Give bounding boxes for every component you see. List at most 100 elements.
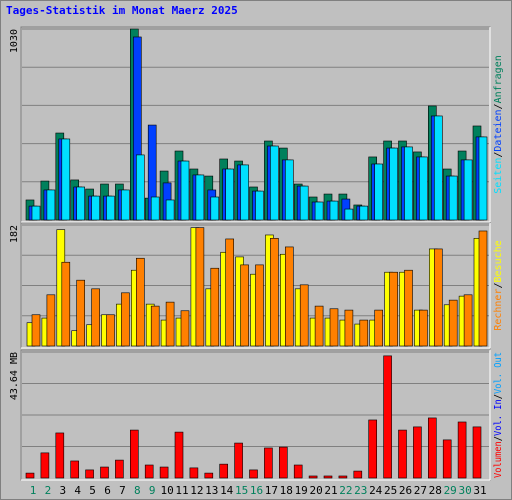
x-tick-label: 27 [414, 484, 427, 497]
bar [210, 267, 220, 347]
x-tick-label: 22 [339, 484, 352, 497]
bar [329, 200, 339, 221]
legend-entry: Dateien [493, 109, 504, 151]
bar [144, 464, 154, 479]
bar [136, 154, 145, 221]
x-tick-label: 21 [324, 484, 337, 497]
legend-entry: Seiten [493, 158, 504, 194]
bar [299, 284, 309, 347]
x-tick-label: 7 [119, 484, 126, 497]
bar [31, 205, 41, 221]
bar [70, 460, 79, 479]
bar [398, 429, 407, 479]
bar [76, 279, 85, 347]
x-tick-label: 12 [190, 484, 203, 497]
bar [308, 475, 318, 479]
x-tick-label: 18 [280, 484, 293, 497]
x-tick-label: 19 [295, 484, 308, 497]
bar [427, 417, 437, 479]
bar [284, 246, 294, 347]
bar [115, 459, 124, 479]
bar [40, 452, 50, 479]
bar [314, 201, 324, 221]
bar [225, 238, 234, 347]
y-tick-label: 1030 [9, 29, 20, 53]
bar [448, 299, 458, 347]
bar [293, 464, 303, 479]
bar [91, 195, 100, 221]
bar [404, 146, 413, 221]
x-tick-label: 13 [205, 484, 218, 497]
legend-separator: / [493, 103, 504, 109]
bar [61, 261, 71, 347]
bar [46, 189, 56, 221]
x-tick-label: 5 [89, 484, 96, 497]
bar [442, 439, 452, 479]
bar [478, 136, 488, 221]
bar [433, 248, 443, 347]
bar [150, 196, 160, 221]
bar [106, 314, 115, 347]
bar [165, 301, 175, 347]
bar [368, 419, 378, 479]
bar [210, 196, 220, 221]
x-tick-label: 3 [59, 484, 66, 497]
bar [106, 195, 115, 221]
legend-entry: Vol. In [493, 399, 504, 436]
bar [359, 319, 369, 347]
bar [278, 446, 288, 479]
x-tick-label: 20 [309, 484, 322, 497]
bar [419, 309, 428, 347]
x-tick-label: 9 [149, 484, 156, 497]
legend: Seiten/Dateien/Anfragen [493, 55, 504, 194]
bar [165, 199, 175, 221]
x-tick-label: 25 [384, 484, 397, 497]
bar [150, 305, 160, 347]
x-tick-label: 15 [235, 484, 248, 497]
bar [46, 294, 56, 347]
x-tick-label: 2 [45, 484, 52, 497]
legend-entry: Anfragen [493, 55, 504, 103]
bar [383, 355, 392, 479]
bar [76, 186, 85, 221]
bar [472, 426, 482, 479]
x-tick-label: 29 [444, 484, 457, 497]
bar [264, 447, 273, 479]
bar [234, 442, 243, 479]
bar [344, 208, 354, 221]
bar [413, 426, 422, 479]
legend-entry: Vol. Out [493, 352, 504, 394]
bar [433, 115, 443, 221]
bar [284, 159, 294, 221]
bar [255, 190, 264, 221]
bar [180, 310, 190, 347]
legend-separator: / [493, 282, 504, 288]
bar [189, 467, 199, 479]
bar [463, 294, 473, 347]
x-tick-label: 14 [220, 484, 234, 497]
legend-entry: Volumen [493, 441, 504, 478]
bar [478, 230, 488, 347]
legend: Rechner/Besuche [493, 240, 504, 330]
legend-entry: Rechner [493, 289, 504, 331]
chart-title: Tages-Statistik im Monat Maerz 2025 [6, 4, 238, 17]
x-tick-label: 1 [30, 484, 37, 497]
y-tick-label: 182 [9, 225, 20, 243]
legend-separator: / [493, 394, 504, 399]
bar [419, 156, 428, 221]
bar [204, 472, 214, 479]
legend-separator: / [493, 152, 504, 158]
legend: Volumen/Vol. In/Vol. Out [493, 352, 504, 478]
x-tick-label: 24 [369, 484, 383, 497]
bar [225, 168, 234, 221]
bar [61, 138, 71, 221]
bar [389, 271, 398, 347]
bar [457, 421, 467, 479]
bar [338, 475, 348, 479]
bar [219, 463, 228, 479]
x-tick-label: 10 [160, 484, 173, 497]
bar [121, 292, 130, 347]
bar [174, 431, 184, 479]
